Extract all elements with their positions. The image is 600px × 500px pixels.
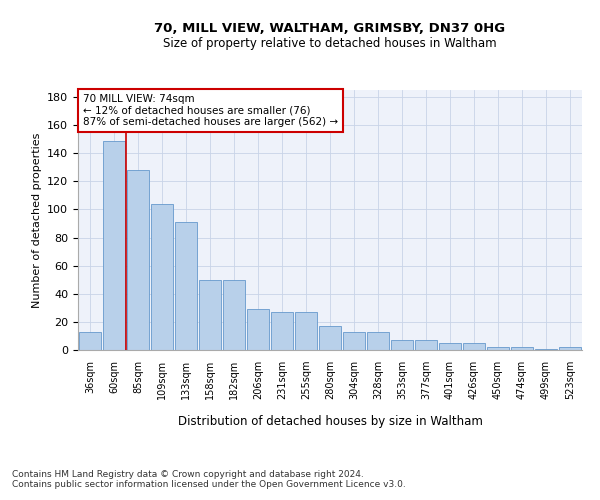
Text: Distribution of detached houses by size in Waltham: Distribution of detached houses by size … [178, 415, 482, 428]
Bar [223, 280, 245, 350]
Bar [199, 280, 221, 350]
Bar [103, 140, 125, 350]
Bar [415, 340, 437, 350]
Bar [271, 312, 293, 350]
Text: 70, MILL VIEW, WALTHAM, GRIMSBY, DN37 0HG: 70, MILL VIEW, WALTHAM, GRIMSBY, DN37 0H… [154, 22, 506, 36]
Y-axis label: Number of detached properties: Number of detached properties [32, 132, 41, 308]
Bar [487, 347, 509, 350]
Bar [295, 312, 317, 350]
Bar [463, 343, 485, 350]
Bar [559, 347, 581, 350]
Text: Size of property relative to detached houses in Waltham: Size of property relative to detached ho… [163, 38, 497, 51]
Bar [511, 347, 533, 350]
Bar [127, 170, 149, 350]
Bar [151, 204, 173, 350]
Text: Contains HM Land Registry data © Crown copyright and database right 2024.
Contai: Contains HM Land Registry data © Crown c… [12, 470, 406, 490]
Bar [175, 222, 197, 350]
Bar [79, 332, 101, 350]
Bar [367, 332, 389, 350]
Bar [247, 309, 269, 350]
Bar [391, 340, 413, 350]
Bar [535, 348, 557, 350]
Bar [319, 326, 341, 350]
Bar [439, 343, 461, 350]
Text: 70 MILL VIEW: 74sqm
← 12% of detached houses are smaller (76)
87% of semi-detach: 70 MILL VIEW: 74sqm ← 12% of detached ho… [83, 94, 338, 127]
Bar [343, 332, 365, 350]
